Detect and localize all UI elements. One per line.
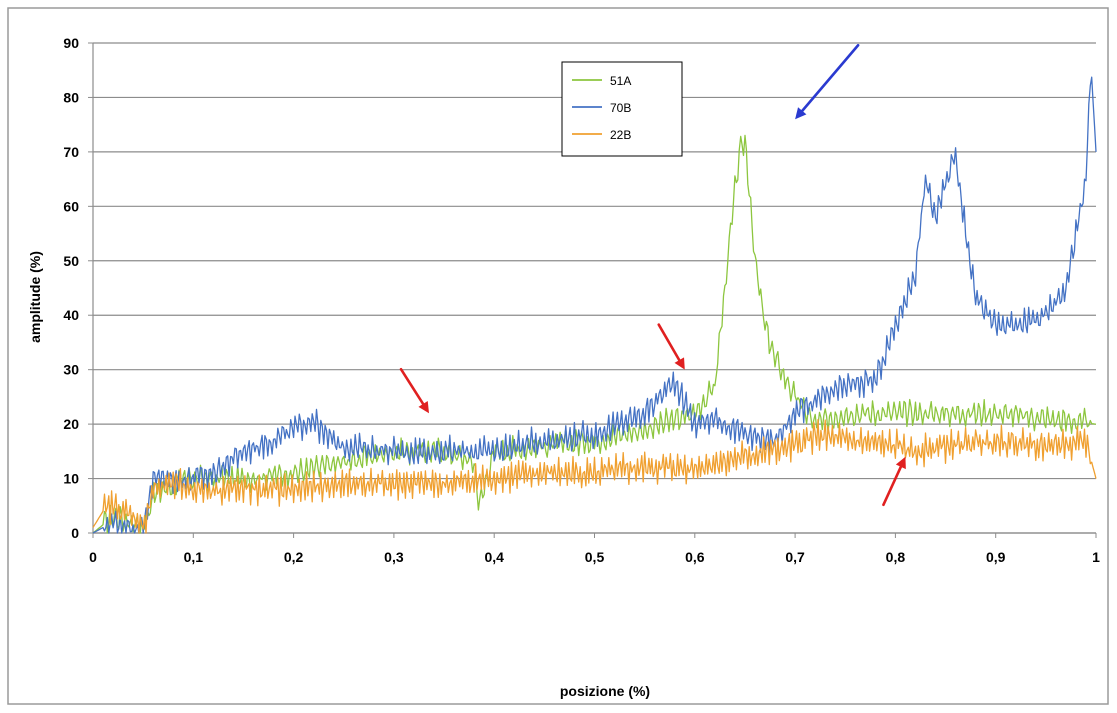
x-tick-label-1: 0,1	[184, 549, 204, 565]
y-tick-label-9: 90	[63, 35, 79, 51]
legend-label-51A: 51A	[610, 74, 631, 88]
x-tick-label-0: 0	[89, 549, 97, 565]
x-tick-label-9: 0,9	[986, 549, 1006, 565]
legend-label-22B: 22B	[610, 128, 631, 142]
y-axis-label: amplitude (%)	[27, 251, 43, 343]
x-tick-label-2: 0,2	[284, 549, 304, 565]
y-tick-label-5: 50	[63, 253, 79, 269]
y-tick-label-0: 0	[71, 525, 79, 541]
x-tick-label-10: 1	[1092, 549, 1100, 565]
chart-border	[8, 8, 1108, 704]
x-tick-label-7: 0,7	[785, 549, 805, 565]
y-tick-label-1: 10	[63, 471, 79, 487]
y-tick-label-4: 40	[63, 307, 79, 323]
y-tick-label-7: 70	[63, 144, 79, 160]
x-tick-label-8: 0,8	[886, 549, 906, 565]
y-tick-label-8: 80	[63, 89, 79, 105]
x-tick-label-4: 0,4	[484, 549, 504, 565]
y-tick-label-2: 20	[63, 416, 79, 432]
y-tick-label-3: 30	[63, 362, 79, 378]
y-tick-label-6: 60	[63, 198, 79, 214]
legend: 51A 70B 22B	[562, 62, 682, 156]
x-tick-label-3: 0,3	[384, 549, 404, 565]
legend-label-70B: 70B	[610, 101, 631, 115]
x-tick-label-6: 0,6	[685, 549, 705, 565]
x-tick-label-5: 0,5	[585, 549, 605, 565]
x-axis-label: posizione (%)	[560, 683, 650, 699]
